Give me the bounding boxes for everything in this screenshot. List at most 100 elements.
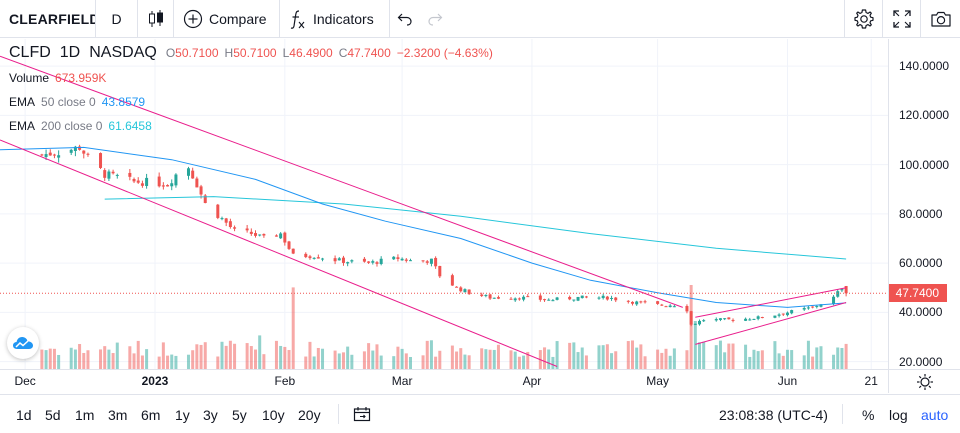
candle-body [333,258,337,262]
range-button-1y[interactable]: 1y [175,407,190,423]
volume-bar [718,340,722,369]
fullscreen-button[interactable] [882,0,920,38]
symbol-search-button[interactable]: CLEARFIELD [0,0,96,38]
undo-icon[interactable] [397,12,413,26]
date-range-icon[interactable] [353,406,371,422]
volume-bar [614,351,618,369]
range-button-20y[interactable]: 20y [298,407,321,423]
candle-body [815,306,819,308]
volume-bar [195,344,199,369]
candle-body [111,171,115,174]
last-price-value: 47.7400 [895,286,939,301]
volume-bar [78,344,82,369]
range-button-10y[interactable]: 10y [262,407,285,423]
volume-bar [52,348,56,369]
redo-icon[interactable] [427,12,443,26]
legend-ema200-row[interactable]: EMA 200 close 0 61.6458 [9,114,493,138]
volume-bar [337,353,341,369]
candle-body [714,319,718,321]
candle-body [350,260,354,262]
volume-bar [714,345,718,369]
volume-bar [350,354,354,369]
candle-body [756,316,760,319]
candle-body [52,154,56,156]
volume-bar [698,342,702,369]
candle-body [396,257,400,259]
clock-timezone[interactable]: 23:08:38 (UTC-4) [719,407,828,423]
candle-body [601,295,605,299]
auto-scale-toggle[interactable]: auto [921,407,949,423]
legend-ema50-row[interactable]: EMA 50 close 0 43.8579 [9,90,493,114]
candle-body [136,180,140,183]
range-button-5d[interactable]: 5d [45,407,61,423]
range-button-3y[interactable]: 3y [203,407,218,423]
candle-body [274,235,278,237]
interval-button[interactable]: D [96,0,138,38]
candle-body [346,262,350,264]
volume-bar [693,321,697,369]
symbol-name: CLEARFIELD [9,10,96,27]
volume-bar [815,347,819,369]
candle-body [40,154,44,156]
candle-body [254,233,258,236]
candle-body [576,296,580,301]
volume-bar [199,344,203,369]
volume-bar [488,349,492,369]
chart-type-button[interactable] [138,0,174,38]
candle-body [220,218,224,220]
volume-bar [513,351,517,369]
indicators-button[interactable]: Indicators [280,0,390,38]
candle-body [203,195,207,203]
range-button-1d[interactable]: 1d [16,407,32,423]
range-button-6m[interactable]: 6m [141,407,161,423]
candle-body [840,289,844,291]
range-button-1m[interactable]: 1m [75,407,95,423]
candle-body [145,177,149,186]
percent-scale-toggle[interactable]: % [862,407,875,423]
candle-body [597,297,601,299]
volume-bar [111,353,115,369]
tradingview-logo-button[interactable] [7,327,39,359]
volume-bar [203,342,207,369]
log-scale-toggle[interactable]: log [889,407,908,423]
close-value: 47.7400 [347,46,391,60]
candle-body [429,258,433,264]
volume-bar [140,355,144,369]
volume-bar [346,346,350,369]
scale-settings-button[interactable] [888,369,960,393]
snapshot-button[interactable] [920,0,960,38]
candle-body [752,318,756,320]
settings-button[interactable] [844,0,882,38]
candle-body [802,308,806,310]
compare-button[interactable]: Compare [174,0,280,38]
volume-bar [425,340,429,369]
price-chart[interactable] [0,39,888,369]
close-label: C [338,46,348,60]
volume-bar [777,353,781,369]
volume-bar [543,347,547,369]
volume-bar [48,348,52,369]
price-tick-label: 60.0000 [899,256,943,271]
range-button-3m[interactable]: 3m [108,407,128,423]
legend-volume-row[interactable]: Volume 673.959K [9,66,493,90]
volume-bar [702,341,706,369]
candle-body [635,301,639,305]
volume-bar [555,341,559,369]
candle-body [811,306,815,308]
chart-pane[interactable] [0,39,888,369]
time-scale[interactable]: Dec 2023 Feb Mar Apr May Jun 21 [0,369,888,393]
candle-body [57,155,61,158]
candle-body [517,298,521,300]
ema200-value: 61.6458 [108,119,152,133]
open-value: 50.7100 [175,46,219,60]
volume-bar [496,344,500,369]
time-tick-label: Feb [274,374,296,388]
candle-body [781,313,785,315]
volume-bar [467,355,471,369]
price-scale[interactable]: 140.0000 120.0000 100.0000 80.0000 60.0000 40… [888,39,960,369]
chart-legend: CLFD 1D NASDAQ O50.7100 H50.7100 L46.490… [9,44,493,138]
candle-body [312,257,316,259]
range-button-5y[interactable]: 5y [232,407,247,423]
open-label: O [165,46,176,60]
camera-icon [930,9,952,29]
